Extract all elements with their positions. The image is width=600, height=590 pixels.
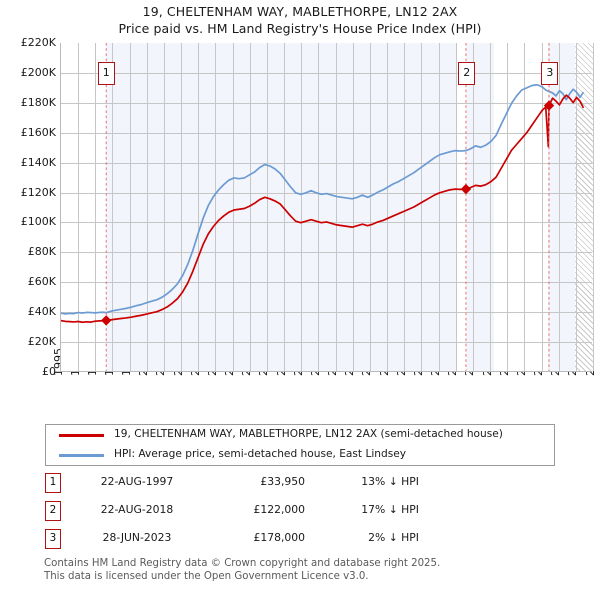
hpi-difference: 13% ↓ HPI xyxy=(361,475,419,488)
series-line xyxy=(61,94,585,324)
y-axis-tick-label: £0 xyxy=(42,365,56,378)
page-subtitle: Price paid vs. HM Land Registry's House … xyxy=(118,21,482,36)
gridline-vertical xyxy=(541,43,543,371)
gridlines-layer xyxy=(61,43,594,371)
gridline-vertical xyxy=(181,43,183,371)
y-axis-tick-label: £180K xyxy=(20,95,56,109)
y-axis-tick-label: £40K xyxy=(27,305,56,319)
gridline-vertical xyxy=(593,43,594,371)
legend-item[interactable]: HPI: Average price, semi-detached house,… xyxy=(46,445,554,466)
hpi-difference: 17% ↓ HPI xyxy=(361,503,419,516)
sale-date: 28-JUN-2023 xyxy=(102,531,172,544)
footer-attribution: Contains HM Land Registry data © Crown c… xyxy=(44,558,584,583)
gridline-vertical xyxy=(95,43,97,371)
gridline-vertical xyxy=(438,43,440,371)
gridline-vertical xyxy=(558,43,560,371)
row-index-badge[interactable]: 3 xyxy=(45,529,61,549)
row-index-badge[interactable]: 1 xyxy=(45,473,61,493)
y-axis-tick-label: £160K xyxy=(20,125,56,139)
series-layer xyxy=(61,83,585,324)
y-axis-tick-label: £60K xyxy=(27,275,56,289)
gridline-vertical xyxy=(112,43,114,371)
table-row[interactable]: 3 28-JUN-2023 £178,000 2% ↓ HPI xyxy=(45,528,465,556)
gridline-vertical xyxy=(335,43,337,371)
gridline-vertical xyxy=(404,43,406,371)
gridline-horizontal xyxy=(61,282,592,284)
y-axis-tick-label: £120K xyxy=(20,185,56,199)
gridline-vertical xyxy=(129,43,131,371)
gridline-horizontal xyxy=(61,132,592,134)
gridline-horizontal xyxy=(61,342,592,344)
gridline-vertical xyxy=(455,43,457,371)
gridline-vertical xyxy=(198,43,200,371)
sale-date: 22-AUG-2018 xyxy=(100,503,174,516)
plot-area xyxy=(60,43,594,372)
gridline-horizontal xyxy=(61,102,592,104)
legend: 19, CHELTENHAM WAY, MABLETHORPE, LN12 2A… xyxy=(45,424,555,466)
legend-color-swatch xyxy=(59,434,104,437)
gridline-vertical xyxy=(146,43,148,371)
marker-badge[interactable]: 3 xyxy=(541,62,559,85)
table-row[interactable]: 1 22-AUG-1997 £33,950 13% ↓ HPI xyxy=(45,472,465,500)
gridline-horizontal xyxy=(61,252,592,254)
y-axis-tick-label: £80K xyxy=(27,245,56,259)
sale-point-marker[interactable] xyxy=(460,183,472,195)
page-title: 19, CHELTENHAM WAY, MABLETHORPE, LN12 2A… xyxy=(142,4,458,19)
y-axis-tick-label: £220K xyxy=(20,36,56,49)
table-row[interactable]: 2 22-AUG-2018 £122,000 17% ↓ HPI xyxy=(45,500,465,528)
gridline-vertical xyxy=(266,43,268,371)
gridline-vertical xyxy=(215,43,217,371)
sale-point-marker[interactable] xyxy=(543,100,555,111)
hpi-difference: 2% ↓ HPI xyxy=(368,531,419,544)
forecast-hatched-region xyxy=(574,43,593,371)
gridline-vertical xyxy=(524,43,526,371)
legend-item[interactable]: 19, CHELTENHAM WAY, MABLETHORPE, LN12 2A… xyxy=(46,425,554,446)
gridline-vertical xyxy=(575,43,577,371)
gridline-vertical xyxy=(249,43,251,371)
footer-line-2: This data is licensed under the Open Gov… xyxy=(44,570,369,582)
gridline-vertical xyxy=(352,43,354,371)
y-axis-tick-label: £20K xyxy=(27,335,56,349)
gridline-vertical xyxy=(232,43,234,371)
legend-label: HPI: Average price, semi-detached house,… xyxy=(114,448,407,460)
gridline-vertical xyxy=(490,43,492,371)
marker-badge[interactable]: 2 xyxy=(458,62,476,85)
gridline-vertical xyxy=(421,43,423,371)
footer-line-1: Contains HM Land Registry data © Crown c… xyxy=(44,558,441,569)
y-axis-tick-label: £200K xyxy=(20,65,56,79)
sale-date: 22-AUG-1997 xyxy=(100,475,174,488)
gridline-vertical xyxy=(301,43,303,371)
legend-label: 19, CHELTENHAM WAY, MABLETHORPE, LN12 2A… xyxy=(114,428,503,440)
row-index-badge[interactable]: 2 xyxy=(45,501,61,521)
gridline-vertical xyxy=(318,43,320,371)
gridline-vertical xyxy=(387,43,389,371)
marker-layer xyxy=(101,43,555,371)
y-axis-tick-label: £100K xyxy=(20,215,56,229)
sale-price: £33,950 xyxy=(260,475,305,488)
gridline-vertical xyxy=(472,43,474,371)
sale-price: £178,000 xyxy=(253,531,305,544)
gridline-vertical xyxy=(163,43,165,371)
series-line xyxy=(61,83,585,315)
gridline-vertical xyxy=(369,43,371,371)
sale-point-marker[interactable] xyxy=(101,315,112,326)
gridline-horizontal xyxy=(61,312,592,314)
y-axis-tick-label: £140K xyxy=(20,155,56,169)
gridline-vertical xyxy=(507,43,509,371)
shaded-band-layer xyxy=(61,43,592,371)
sale-price: £122,000 xyxy=(253,503,305,516)
band-gap xyxy=(494,43,549,371)
legend-color-swatch xyxy=(59,454,104,457)
marker-badge[interactable]: 1 xyxy=(97,62,115,85)
gridline-horizontal xyxy=(61,162,592,164)
band-gap xyxy=(455,43,467,371)
transactions-table: 1 22-AUG-1997 £33,950 13% ↓ HPI 2 22-AUG-2018… xyxy=(45,472,465,556)
gridline-vertical xyxy=(284,43,286,371)
hatched-region-layer xyxy=(61,43,593,371)
gridline-vertical xyxy=(78,43,80,371)
gridline-horizontal xyxy=(61,222,592,224)
gridline-horizontal xyxy=(61,72,592,74)
